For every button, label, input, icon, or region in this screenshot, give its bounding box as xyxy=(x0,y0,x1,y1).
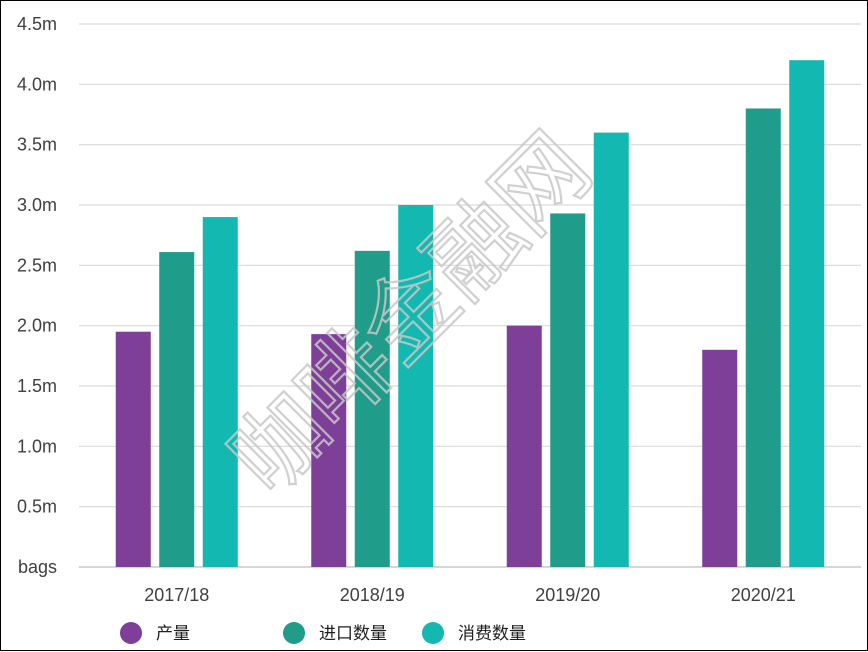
x-tick-label: 2018/19 xyxy=(340,585,405,605)
y-tick-label: 0.5m xyxy=(17,497,57,517)
y-tick-label: 2.0m xyxy=(17,316,57,336)
y-tick-label: 1.0m xyxy=(17,436,57,456)
x-tick-label: 2020/21 xyxy=(731,585,796,605)
x-axis-ticks: 2017/18 2018/19 2019/20 2020/21 xyxy=(144,585,796,605)
x-tick-label: 2019/20 xyxy=(535,585,600,605)
bar xyxy=(311,334,347,567)
legend-label: 产量 xyxy=(156,624,190,644)
bar xyxy=(398,205,434,567)
bar xyxy=(115,331,151,567)
y-tick-label: bags xyxy=(18,557,57,577)
x-tick-label: 2017/18 xyxy=(144,585,209,605)
bar xyxy=(550,213,586,568)
bar xyxy=(593,132,629,567)
legend-label: 进口数量 xyxy=(319,624,387,644)
legend-marker xyxy=(283,622,305,644)
legend-label: 消费数量 xyxy=(458,624,526,644)
bar xyxy=(159,252,195,567)
y-tick-label: 3.0m xyxy=(17,195,57,215)
bar xyxy=(789,60,825,567)
legend-marker xyxy=(422,622,444,644)
y-tick-label: 4.5m xyxy=(17,14,57,34)
legend-marker xyxy=(120,622,142,644)
bar xyxy=(354,250,390,567)
y-axis-ticks: bags 0.5m 1.0m 1.5m 2.0m 2.5m 3.0m 3.5m 4.0m 4.5m xyxy=(17,14,57,577)
y-tick-label: 3.5m xyxy=(17,135,57,155)
bar xyxy=(702,349,738,567)
y-tick-label: 2.5m xyxy=(17,255,57,275)
y-tick-label: 4.0m xyxy=(17,74,57,94)
legend: 产量 进口数量 消费数量 xyxy=(120,622,526,644)
bar xyxy=(506,325,542,567)
bar xyxy=(745,108,781,567)
bars xyxy=(115,60,825,568)
y-tick-label: 1.5m xyxy=(17,376,57,396)
bar xyxy=(202,217,238,568)
